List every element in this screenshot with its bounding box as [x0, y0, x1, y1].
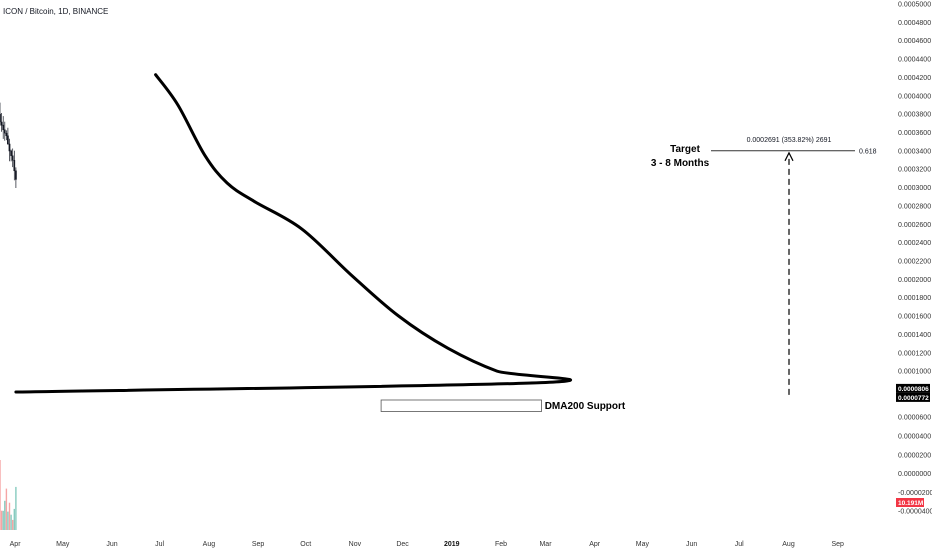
y-tick-label: 0.0002200 [898, 259, 931, 266]
projection-label: 0.0002691 (353.82%) 2691 [747, 137, 832, 144]
y-tick-label: 0.0004600 [898, 38, 931, 45]
x-tick-label: Jul [155, 541, 164, 548]
price-axis[interactable]: 0.0005000 0.0004800 0.0004600 0.0004400 0.00… [898, 2, 932, 516]
x-tick-label: Dec [396, 541, 409, 548]
volume-bar [2, 510, 4, 530]
x-tick-label: 2019 [444, 541, 460, 548]
x-tick-label: Jun [686, 541, 697, 548]
x-tick-label: Nov [349, 541, 362, 548]
x-tick-label: Mar [539, 541, 552, 548]
y-tick-label: 0.0000400 [898, 434, 931, 441]
volume-bar [12, 519, 14, 530]
candle-body [0, 121, 3, 126]
candle-body [5, 132, 8, 137]
volume-badge-box [896, 498, 924, 507]
volume-bar [5, 488, 8, 530]
x-tick-label: May [636, 541, 650, 548]
candle-body [8, 143, 11, 152]
dma-badge-box [896, 392, 930, 402]
candle-body [3, 129, 6, 134]
volume-badge: 10.191M [896, 498, 924, 507]
price-series [0, 102, 17, 188]
x-tick-label: Jun [106, 541, 117, 548]
dma-badge: 0.0000772 [896, 392, 930, 402]
price-badge-value: 0.0000806 [898, 386, 929, 393]
y-tick-label: 0.0002600 [898, 222, 931, 229]
y-tick-label: 0.0003600 [898, 130, 931, 137]
x-tick-label: Oct [300, 541, 311, 548]
y-tick-label: 0.0003400 [898, 148, 931, 155]
y-tick-label: 0.0004000 [898, 93, 931, 100]
x-tick-label: Aug [203, 541, 216, 548]
dma-badge-value: 0.0000772 [898, 395, 929, 402]
projection-arrow-head [784, 151, 794, 162]
y-tick-label: 0.0002800 [898, 203, 931, 210]
volume-bar [8, 502, 11, 530]
y-tick-label: 0.0002400 [898, 240, 931, 247]
consolidation-box [380, 399, 542, 412]
y-tick-label: -0.0000400 [898, 509, 932, 516]
x-tick-label: Sep [252, 541, 265, 548]
volume-badge-value: 10.191M [898, 500, 923, 507]
x-tick-label: May [56, 541, 70, 548]
price-badge-box [896, 383, 930, 393]
y-tick-label: 0.0001600 [898, 314, 931, 321]
candle-body [15, 170, 17, 180]
target-subtitle: 3 - 8 Months [651, 158, 710, 169]
candle-body [13, 160, 16, 172]
y-tick-label: 0.0003800 [898, 112, 931, 119]
y-tick-label: 0.0004200 [898, 75, 931, 82]
dma200-line [14, 73, 573, 394]
y-tick-label: 0.0004800 [898, 20, 931, 27]
volume-bar [4, 500, 6, 530]
y-tick-label: 0.0001000 [898, 369, 931, 376]
y-tick-label: 0.0002000 [898, 277, 931, 284]
y-tick-label: 0.0000200 [898, 452, 931, 459]
y-tick-label: 0.0003200 [898, 167, 931, 174]
candle-body [11, 155, 14, 161]
volume-bar [15, 486, 17, 530]
volume-bar [13, 508, 15, 530]
y-tick-label: 0.0003000 [898, 185, 931, 192]
y-tick-label: 0.0001200 [898, 350, 931, 357]
y-tick-label: 0.0004400 [898, 57, 931, 64]
candle-body [0, 113, 1, 123]
y-tick-label: 0.0001800 [898, 295, 931, 302]
y-tick-label: 0.0001400 [898, 332, 931, 339]
x-tick-label: Feb [495, 541, 507, 548]
y-tick-label: 0.0005000 [898, 2, 931, 9]
x-tick-label: Sep [831, 541, 844, 548]
consolidation-range [380, 399, 542, 412]
volume-bar [0, 460, 1, 530]
annotations: 0.0002691 (353.82%) 2691 0.618 Target 3 … [545, 137, 877, 412]
target-title: Target [670, 144, 700, 155]
candle-body [2, 124, 5, 131]
y-tick-label: 0.0000600 [898, 415, 931, 422]
price-badge: 0.0000806 [896, 383, 930, 393]
volume-bar [10, 514, 12, 530]
candle-body [7, 135, 9, 145]
symbol-label: ICON / Bitcoin, 1D, BINANCE [3, 7, 108, 16]
volume-bar [7, 511, 9, 530]
time-axis[interactable]: Apr May Jun Jul Aug Sep Oct Nov Dec 2019 Feb Mar Apr… [10, 541, 844, 548]
volume-bar [0, 510, 3, 530]
x-tick-label: Apr [589, 541, 601, 548]
y-tick-label: -0.0000200 [898, 490, 932, 497]
x-tick-label: Apr [10, 541, 22, 548]
candle-body [10, 150, 12, 157]
y-tick-label: 0.0000000 [898, 471, 931, 478]
volume-bars [0, 460, 17, 530]
x-tick-label: Jul [735, 541, 744, 548]
fib-level-label: 0.618 [859, 148, 877, 155]
dma200-support-label: DMA200 Support [545, 401, 626, 412]
x-tick-label: Aug [782, 541, 795, 548]
